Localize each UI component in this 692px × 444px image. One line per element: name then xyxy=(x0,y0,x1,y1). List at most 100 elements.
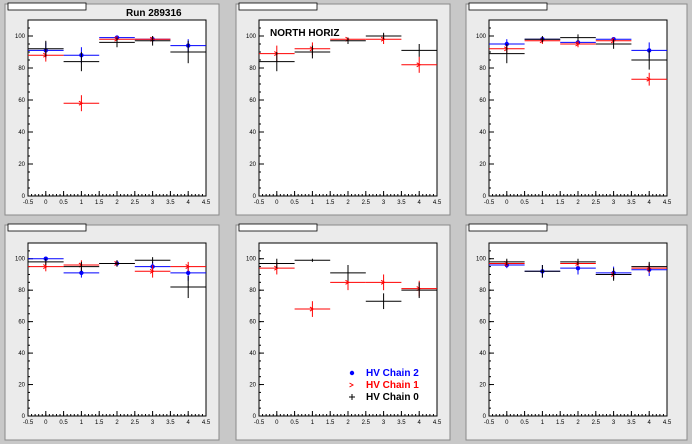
data-point xyxy=(274,51,279,57)
x-tick-label: 0.5 xyxy=(59,420,68,426)
x-tick-label: 1 xyxy=(541,420,545,426)
plot-area xyxy=(27,242,207,417)
y-tick-label: 60 xyxy=(18,320,25,326)
y-tick-label: 60 xyxy=(249,320,256,326)
x-tick-label: 2 xyxy=(115,420,119,426)
y-tick-label: 80 xyxy=(18,66,25,72)
x-tick-label: -0.5 xyxy=(484,420,495,426)
y-tick-label: 100 xyxy=(15,34,26,40)
data-point xyxy=(185,264,191,270)
pad-title-box xyxy=(468,2,548,11)
x-tick-label: 3.5 xyxy=(166,420,175,426)
x-tick-label: 3 xyxy=(612,420,616,426)
data-point xyxy=(610,38,616,44)
y-tick-label: 60 xyxy=(249,98,256,104)
y-tick-label: 0 xyxy=(22,414,26,420)
data-point xyxy=(274,265,279,271)
x-tick-label: 3.5 xyxy=(397,200,406,206)
y-tick-label: 0 xyxy=(253,194,257,200)
x-tick-label: 0.5 xyxy=(520,200,529,206)
plot-area xyxy=(27,19,207,197)
x-tick-label: 1.5 xyxy=(95,200,104,206)
x-tick-label: 3 xyxy=(151,200,155,206)
data-point xyxy=(345,279,351,285)
x-tick-label: 4.5 xyxy=(202,420,211,426)
x-tick-label: 0 xyxy=(44,420,48,426)
x-tick-label: 4.5 xyxy=(663,200,672,206)
data-point xyxy=(149,268,155,274)
y-tick-label: 100 xyxy=(246,34,257,40)
data-point xyxy=(416,62,422,68)
x-tick-label: 2.5 xyxy=(592,200,601,206)
legend-marker-arrow xyxy=(349,382,355,388)
x-tick-label: 1 xyxy=(80,420,84,426)
y-tick-label: 40 xyxy=(479,130,486,136)
y-tick-label: 100 xyxy=(246,257,257,263)
y-tick-label: 20 xyxy=(249,383,256,389)
y-tick-label: 0 xyxy=(483,194,487,200)
x-tick-label: 4 xyxy=(418,420,422,426)
pad-title-box xyxy=(238,223,318,232)
y-tick-label: 100 xyxy=(476,34,487,40)
x-tick-label: 3 xyxy=(151,420,155,426)
data-point xyxy=(646,76,652,82)
y-tick-label: 20 xyxy=(18,162,25,168)
x-tick-label: 3 xyxy=(382,420,386,426)
legend-entry-label: HV Chain 2 xyxy=(366,368,419,379)
y-tick-label: 40 xyxy=(249,351,256,357)
x-tick-label: 2 xyxy=(346,420,350,426)
x-tick-label: 2.5 xyxy=(131,200,140,206)
x-tick-label: 0 xyxy=(505,420,509,426)
x-tick-label: 0 xyxy=(505,200,509,206)
y-tick-label: 60 xyxy=(479,98,486,104)
x-tick-label: 1.5 xyxy=(326,200,335,206)
x-tick-label: 1.5 xyxy=(556,420,565,426)
y-tick-label: 80 xyxy=(18,288,25,294)
data-point xyxy=(114,36,120,42)
x-tick-label: 2 xyxy=(115,200,119,206)
data-point xyxy=(504,46,509,52)
x-tick-label: -0.5 xyxy=(254,200,265,206)
x-tick-label: 2.5 xyxy=(362,200,371,206)
y-tick-label: 40 xyxy=(479,351,486,357)
y-tick-label: 40 xyxy=(249,130,256,136)
x-tick-label: 4 xyxy=(648,420,652,426)
x-tick-label: 2 xyxy=(576,420,580,426)
legend-marker-dot xyxy=(349,370,355,376)
x-tick-label: -0.5 xyxy=(254,420,265,426)
x-tick-label: 3.5 xyxy=(627,420,636,426)
data-point xyxy=(78,100,84,106)
x-tick-label: 4.5 xyxy=(663,420,672,426)
y-tick-label: 0 xyxy=(483,414,487,420)
data-point xyxy=(575,265,581,271)
data-point xyxy=(43,264,48,270)
x-tick-label: 2.5 xyxy=(592,420,601,426)
data-point xyxy=(575,41,581,47)
x-tick-label: 2.5 xyxy=(362,420,371,426)
y-tick-label: 40 xyxy=(18,351,25,357)
x-tick-label: 0 xyxy=(275,420,279,426)
y-tick-label: 100 xyxy=(476,257,487,263)
data-point xyxy=(309,306,315,312)
y-tick-label: 60 xyxy=(479,320,486,326)
x-tick-label: 0.5 xyxy=(290,420,299,426)
data-point xyxy=(309,46,315,52)
x-tick-label: 3.5 xyxy=(397,420,406,426)
x-tick-label: 4.5 xyxy=(433,200,442,206)
x-tick-label: 1 xyxy=(311,420,315,426)
data-point xyxy=(43,52,48,58)
x-tick-label: 0.5 xyxy=(520,420,529,426)
data-point xyxy=(380,279,386,285)
y-tick-label: 20 xyxy=(479,383,486,389)
x-tick-label: 4 xyxy=(648,200,652,206)
pad-title-box xyxy=(468,223,548,232)
region-label: NORTH HORIZ xyxy=(270,28,339,39)
data-point xyxy=(186,270,191,276)
x-tick-label: 1.5 xyxy=(326,420,335,426)
x-tick-label: 1.5 xyxy=(95,420,104,426)
